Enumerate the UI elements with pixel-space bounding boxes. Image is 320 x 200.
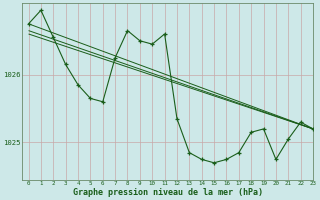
X-axis label: Graphe pression niveau de la mer (hPa): Graphe pression niveau de la mer (hPa) — [73, 188, 263, 197]
